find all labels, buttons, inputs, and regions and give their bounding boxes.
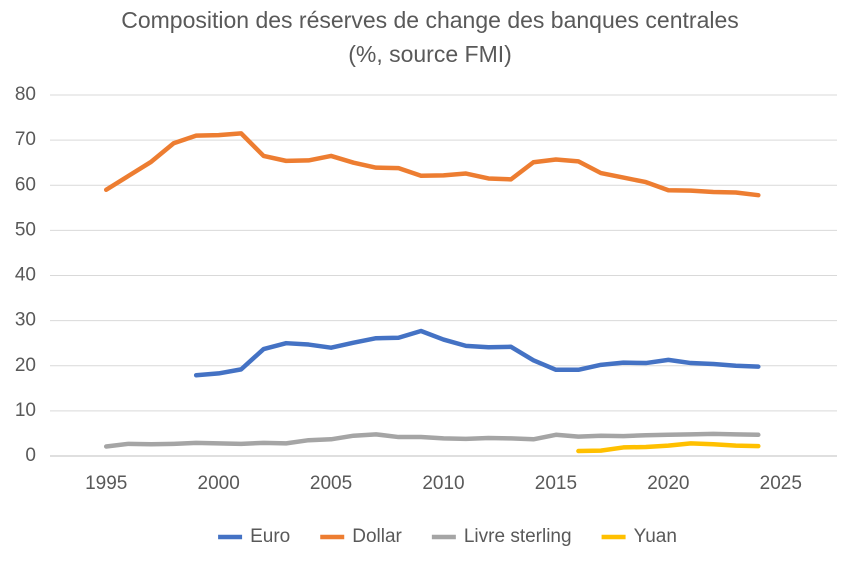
y-tick-label: 40 bbox=[15, 265, 36, 286]
chart-title: Composition des réserves de change des b… bbox=[121, 7, 739, 33]
x-tick-label: 2025 bbox=[760, 473, 802, 494]
x-tick-label: 2010 bbox=[422, 473, 464, 494]
y-tick-label: 70 bbox=[15, 129, 36, 150]
x-tick-label: 2015 bbox=[535, 473, 577, 494]
x-tick-label: 2005 bbox=[310, 473, 352, 494]
series-line bbox=[103, 431, 761, 449]
legend-label: Euro bbox=[250, 526, 290, 547]
series-line bbox=[576, 441, 761, 454]
y-tick-label: 30 bbox=[15, 310, 36, 331]
legend-label: Livre sterling bbox=[464, 526, 572, 547]
series-line bbox=[103, 131, 761, 198]
y-tick-label: 0 bbox=[25, 445, 36, 466]
y-tick-label: 80 bbox=[15, 84, 36, 105]
series-line bbox=[193, 328, 761, 378]
y-tick-label: 10 bbox=[15, 400, 36, 421]
y-tick-label: 60 bbox=[15, 174, 36, 195]
legend-label: Dollar bbox=[352, 526, 402, 547]
chart-subtitle: (%, source FMI) bbox=[348, 41, 512, 67]
legend-label: Yuan bbox=[634, 526, 677, 547]
y-tick-label: 20 bbox=[15, 355, 36, 376]
x-tick-label: 1995 bbox=[85, 473, 127, 494]
x-tick-label: 2020 bbox=[647, 473, 689, 494]
x-tick-label: 2000 bbox=[198, 473, 240, 494]
y-tick-label: 50 bbox=[15, 219, 36, 240]
